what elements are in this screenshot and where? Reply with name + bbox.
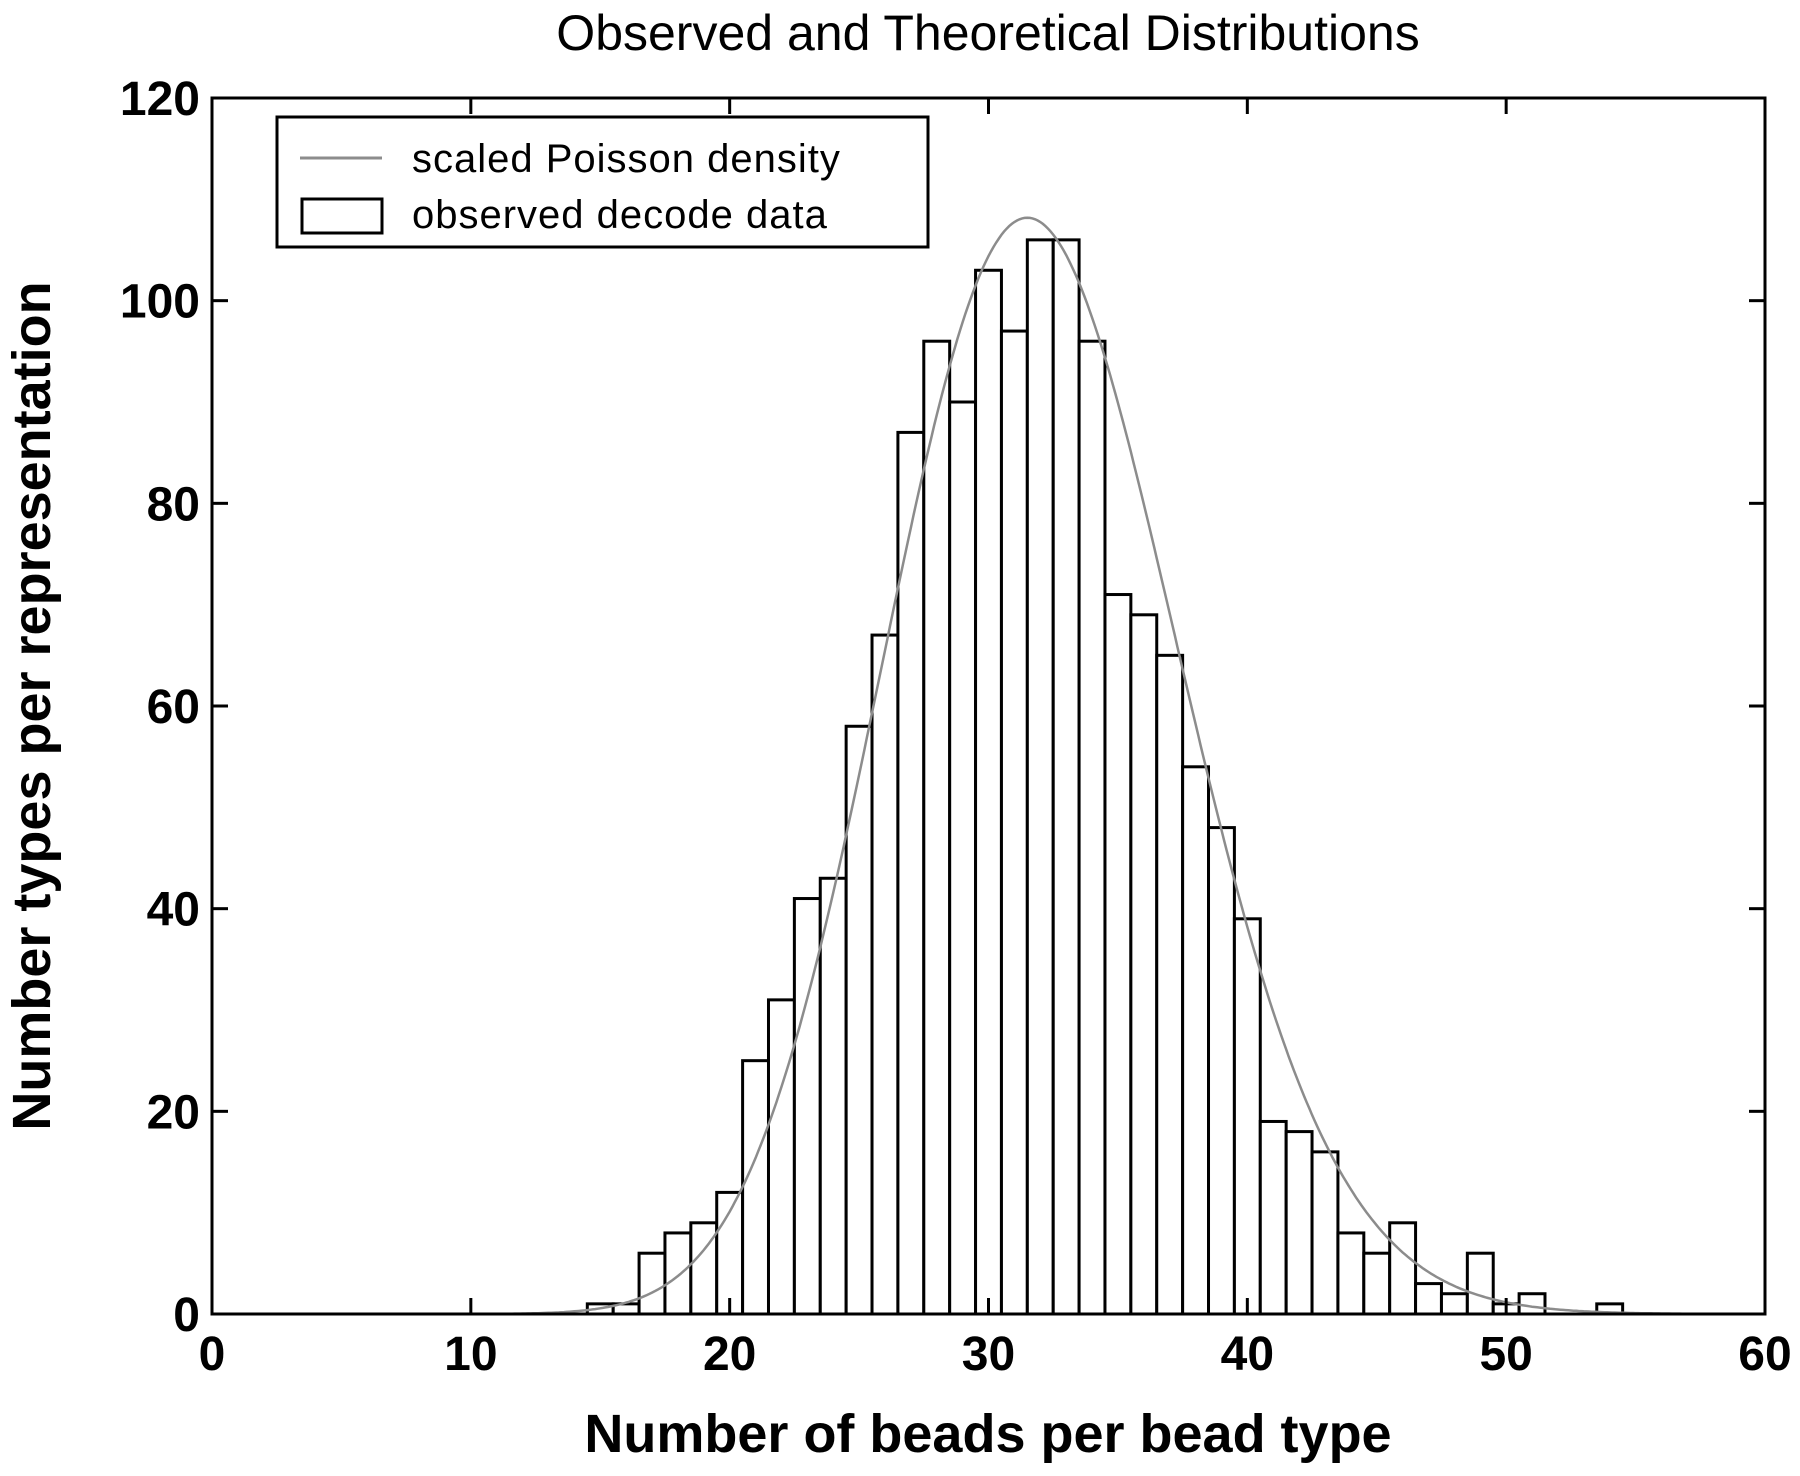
histogram-bar — [1258, 1119, 1288, 1316]
x-axis-label: Number of beads per bead type — [584, 1404, 1391, 1464]
x-tick-label: 20 — [703, 1328, 756, 1381]
histogram-bar — [974, 268, 1003, 1316]
histogram-bar — [999, 329, 1029, 1316]
histogram-bar — [1517, 1292, 1547, 1316]
chart-title: Observed and Theoretical Distributions — [556, 5, 1419, 61]
y-tick-label: 20 — [147, 1086, 200, 1139]
histogram-bar — [637, 1251, 667, 1316]
legend-box — [275, 115, 930, 249]
x-tick-label: 50 — [1479, 1328, 1532, 1381]
histogram-bar — [1414, 1282, 1443, 1316]
histogram-bar — [1465, 1251, 1495, 1316]
histogram-bar — [663, 1231, 693, 1316]
histogram-bar — [1284, 1130, 1314, 1316]
y-tick-label: 100 — [120, 276, 200, 329]
x-tick-label: 60 — [1738, 1328, 1791, 1381]
histogram-bar — [1336, 1231, 1366, 1316]
histogram-bar — [1155, 653, 1185, 1316]
x-tick-label: 40 — [1221, 1328, 1274, 1381]
histogram-bar — [1232, 917, 1262, 1316]
y-tick-label: 60 — [147, 681, 200, 734]
histogram-bar — [1439, 1292, 1469, 1316]
y-tick-label: 120 — [120, 73, 200, 126]
histogram-bar — [870, 633, 900, 1316]
histogram-bar — [1310, 1150, 1340, 1316]
x-tick-label: 30 — [962, 1328, 1015, 1381]
histogram-bar — [1388, 1221, 1418, 1316]
histogram-bar — [766, 998, 796, 1316]
legend: scaled Poisson density observed decode d… — [275, 115, 930, 249]
histogram-bar — [1362, 1251, 1392, 1316]
legend-label-observed: observed decode data — [412, 193, 828, 237]
y-axis-label: Number types per representation — [2, 281, 62, 1130]
histogram-bar — [1207, 826, 1236, 1316]
histogram-bar — [1077, 339, 1107, 1316]
histogram-bar — [818, 876, 848, 1316]
histogram-bar — [1103, 593, 1133, 1316]
y-tick-label: 80 — [147, 478, 200, 531]
axis-ticks: 0 10 20 30 40 50 60 0 20 40 60 80 100 120 — [120, 73, 1792, 1381]
histogram-bar — [1025, 238, 1055, 1316]
histogram-bar — [922, 339, 952, 1316]
legend-bar-swatch — [300, 197, 384, 235]
histogram-bar — [948, 400, 978, 1316]
x-tick-label: 0 — [199, 1328, 226, 1381]
histogram-bar — [1181, 765, 1211, 1316]
legend-label-poisson: scaled Poisson density — [412, 137, 841, 181]
histogram-bars — [585, 238, 1625, 1316]
histogram-bar — [741, 1059, 770, 1316]
y-tick-label: 40 — [147, 884, 200, 937]
histogram-bar — [1051, 238, 1081, 1316]
histogram-bar — [1129, 613, 1159, 1316]
y-tick-label: 0 — [173, 1289, 200, 1342]
x-tick-label: 10 — [444, 1328, 497, 1381]
